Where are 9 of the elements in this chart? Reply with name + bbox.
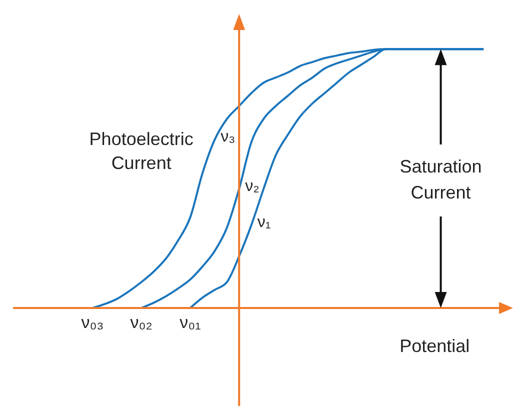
series-label: ν₃ (220, 128, 236, 146)
x-tick-label: ν₀₂ (130, 313, 152, 332)
series-label: ν₂ (245, 178, 260, 195)
x-tick-label: ν₀₁ (180, 313, 202, 332)
annotation: Saturation Current (400, 156, 482, 203)
y-axis-title: Photoelectric Current (89, 128, 194, 173)
x-tick-label: ν₀₃ (81, 313, 104, 332)
series-label: ν₁ (257, 214, 271, 232)
x-axis-title: Potential (400, 336, 470, 356)
